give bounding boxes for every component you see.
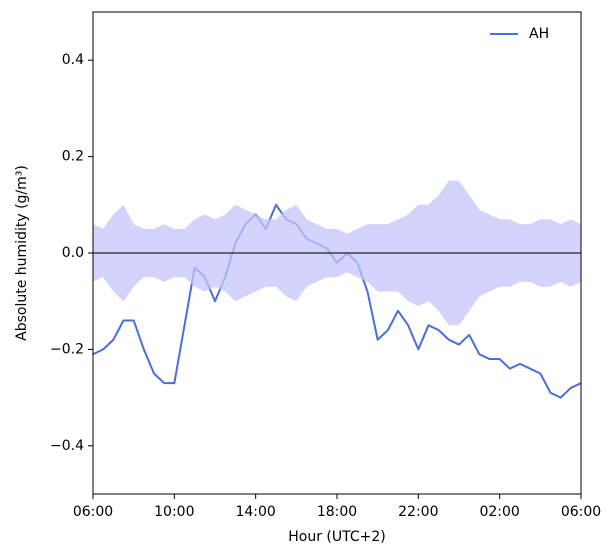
x-tick-label: 18:00 bbox=[317, 504, 357, 520]
y-axis-label: Absolute humidity (g/m³) bbox=[14, 165, 30, 341]
x-tick-label: 06:00 bbox=[73, 504, 113, 520]
x-tick-label: 02:00 bbox=[479, 504, 519, 520]
y-tick-label: −0.4 bbox=[50, 438, 84, 454]
x-axis-label: Hour (UTC+2) bbox=[288, 529, 386, 545]
x-tick-label: 22:00 bbox=[398, 504, 438, 520]
x-tick-label: 06:00 bbox=[561, 504, 601, 520]
y-tick-label: 0.2 bbox=[62, 149, 84, 165]
y-tick-label: 0.4 bbox=[62, 52, 84, 68]
y-tick-label: −0.2 bbox=[50, 341, 84, 357]
x-tick-label: 10:00 bbox=[154, 504, 194, 520]
x-tick-label: 14:00 bbox=[235, 504, 275, 520]
y-tick-label: 0.0 bbox=[62, 245, 84, 261]
legend-label: AH bbox=[529, 26, 549, 42]
